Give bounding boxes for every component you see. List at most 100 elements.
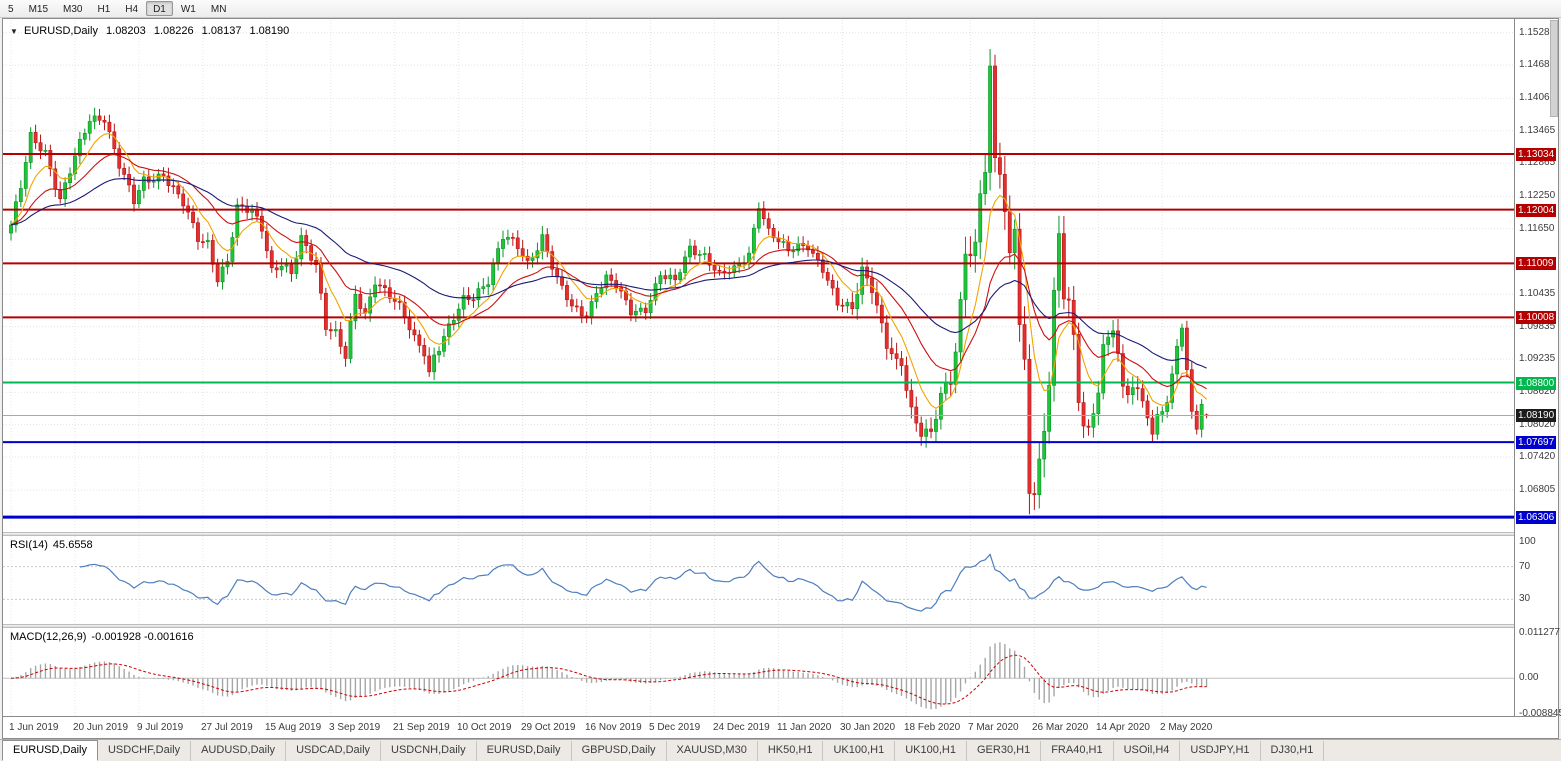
candle-body [993, 66, 996, 158]
candle-body [1033, 493, 1036, 494]
timeframe-m15-button[interactable]: M15 [22, 1, 55, 16]
tab-dj30-h1[interactable]: DJ30,H1 [1261, 741, 1325, 761]
candle-body [295, 259, 298, 274]
candle-body [123, 168, 126, 174]
tab-fra40-h1[interactable]: FRA40,H1 [1041, 741, 1113, 761]
tab-uk100-h1[interactable]: UK100,H1 [823, 741, 895, 761]
candle-body [516, 238, 519, 249]
candle-body [1151, 418, 1154, 434]
candle-body [265, 231, 268, 251]
tab-eurusd-daily[interactable]: EURUSD,Daily [2, 740, 98, 761]
timeframe-w1-button[interactable]: W1 [174, 1, 203, 16]
candle-body [811, 250, 814, 253]
price-scale[interactable]: 1.152801.146801.140651.134651.128651.122… [1514, 19, 1556, 716]
timeframe-h4-button[interactable]: H4 [118, 1, 145, 16]
candle-body [856, 294, 859, 308]
candle-body [447, 324, 450, 337]
date-axis[interactable]: 1 Jun 201920 Jun 20199 Jul 201927 Jul 20… [3, 718, 1514, 738]
candle-body [452, 320, 455, 323]
tab-ger30-h1[interactable]: GER30,H1 [967, 741, 1041, 761]
date-tick-label: 3 Sep 2019 [329, 722, 380, 733]
candle-body [398, 301, 401, 302]
candle-body [1023, 325, 1026, 360]
candle-body [428, 356, 431, 372]
candle-body [83, 133, 86, 139]
price-tick-label: 1.06805 [1519, 484, 1555, 496]
timeframe-h1-button[interactable]: H1 [90, 1, 117, 16]
candle-body [1136, 388, 1139, 389]
candle-body [556, 269, 559, 277]
candlestick-chart-canvas[interactable] [3, 20, 1514, 532]
candle-body [19, 188, 22, 201]
tab-usdjpy-h1[interactable]: USDJPY,H1 [1180, 741, 1260, 761]
candle-body [501, 239, 504, 248]
candle-body [383, 285, 386, 287]
macd-scale-label: 0.00 [1519, 672, 1538, 684]
tab-uk100-h1[interactable]: UK100,H1 [895, 741, 967, 761]
candle-body [34, 132, 37, 142]
candle-body [196, 223, 199, 242]
tab-usdcad-daily[interactable]: USDCAD,Daily [286, 741, 381, 761]
tab-audusd-daily[interactable]: AUDUSD,Daily [191, 741, 286, 761]
candle-body [88, 121, 91, 133]
candle-body [344, 346, 347, 358]
date-tick-label: 20 Jun 2019 [73, 722, 128, 733]
macd-indicator-label: MACD(12,26,9)-0.001928 -0.001616 [10, 631, 194, 643]
candle-body [118, 149, 121, 169]
price-tick-label: 1.11650 [1519, 223, 1554, 235]
candle-body [339, 330, 342, 347]
rsi-chart-canvas[interactable] [3, 536, 1514, 624]
vertical-scrollbar-thumb[interactable] [1550, 20, 1558, 117]
date-tick-label: 26 Mar 2020 [1032, 722, 1088, 733]
candle-body [147, 177, 150, 182]
tab-usdcnh-daily[interactable]: USDCNH,Daily [381, 741, 477, 761]
timeframe-mn-button[interactable]: MN [204, 1, 234, 16]
date-tick-label: 11 Jan 2020 [777, 722, 831, 733]
candle-body [285, 265, 288, 266]
date-axis-separator [3, 716, 1556, 717]
price-tick-label: 1.10435 [1519, 288, 1555, 300]
chart-window: ▼ EURUSD,Daily 1.08203 1.08226 1.08137 1… [2, 18, 1559, 739]
candle-body [713, 265, 716, 270]
candle-body [29, 132, 32, 162]
candle-body [565, 285, 568, 299]
candle-body [270, 251, 273, 268]
macd-chart-canvas[interactable] [3, 628, 1514, 716]
macd-scale-label: -0.008845 [1519, 708, 1561, 720]
level-price-label: 1.07697 [1516, 436, 1556, 449]
timeframe-m5-button[interactable]: 5 [1, 1, 21, 16]
candle-body [211, 240, 214, 264]
level-price-label: 1.13034 [1516, 148, 1556, 161]
candle-body [191, 212, 194, 223]
tab-usoil-h4[interactable]: USOil,H4 [1114, 741, 1181, 761]
candle-body [541, 235, 544, 251]
date-tick-label: 2 May 2020 [1160, 722, 1212, 733]
candle-body [757, 209, 760, 229]
tab-hk50-h1[interactable]: HK50,H1 [758, 741, 824, 761]
tab-xauusd-m30[interactable]: XAUUSD,M30 [667, 741, 758, 761]
price-tick-label: 1.07420 [1519, 451, 1555, 463]
tab-eurusd-daily[interactable]: EURUSD,Daily [477, 741, 572, 761]
tab-gbpusd-daily[interactable]: GBPUSD,Daily [572, 741, 667, 761]
candle-body [93, 116, 96, 122]
candle-body [560, 277, 563, 285]
chart-symbol-label: EURUSD,Daily [24, 25, 98, 37]
candle-body [487, 285, 490, 287]
timeframe-d1-button[interactable]: D1 [146, 1, 173, 16]
candle-body [929, 429, 932, 432]
date-tick-label: 21 Sep 2019 [393, 722, 450, 733]
date-tick-label: 10 Oct 2019 [457, 722, 511, 733]
candle-body [127, 174, 130, 185]
price-tick-label: 1.12250 [1519, 190, 1555, 202]
chart-header: ▼ EURUSD,Daily 1.08203 1.08226 1.08137 1… [10, 25, 289, 37]
candle-body [870, 278, 873, 293]
candle-body [408, 318, 411, 330]
candle-body [334, 330, 337, 331]
candle-body [177, 186, 180, 194]
timeframe-m30-button[interactable]: M30 [56, 1, 89, 16]
tab-usdchf-daily[interactable]: USDCHF,Daily [98, 741, 191, 761]
candle-body [703, 254, 706, 255]
date-tick-label: 30 Jan 2020 [840, 722, 895, 733]
date-tick-label: 7 Mar 2020 [968, 722, 1019, 733]
symbol-dropdown-icon[interactable]: ▼ [10, 27, 18, 36]
